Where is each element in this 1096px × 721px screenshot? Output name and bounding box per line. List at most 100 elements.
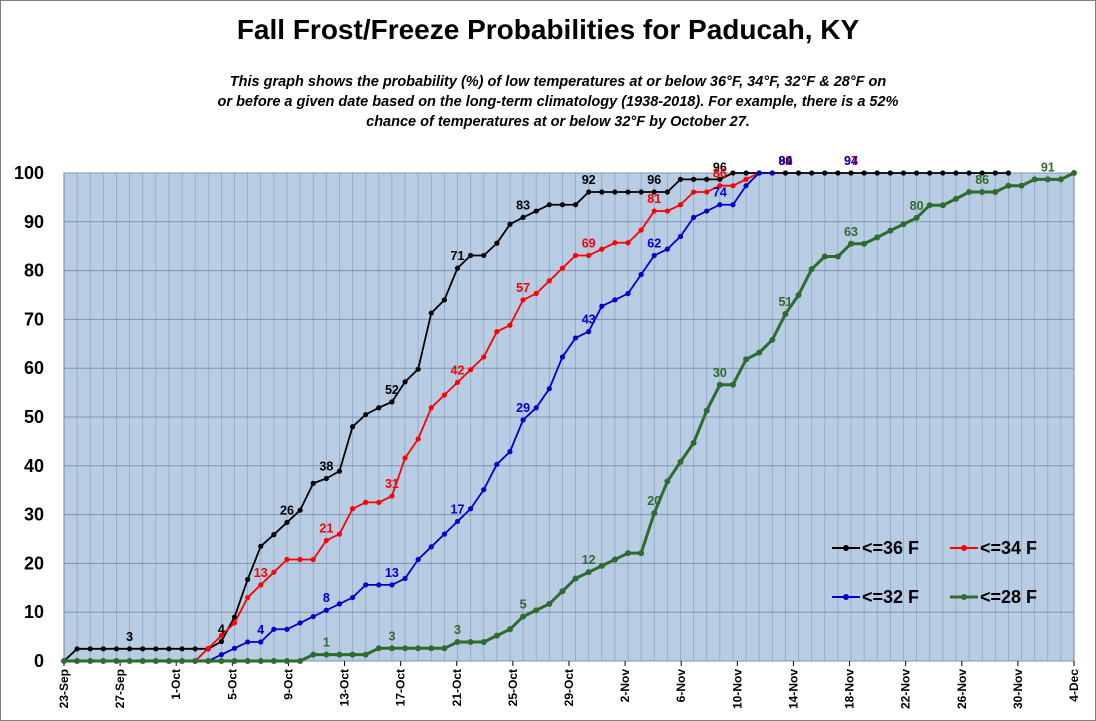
data-point (349, 424, 356, 430)
data-point (887, 170, 893, 176)
data-point (691, 189, 697, 195)
chart-title: Fall Frost/Freeze Probabilities for Padu… (236, 14, 860, 45)
data-point (323, 537, 329, 544)
data-point (375, 645, 382, 652)
x-tick-label: 26-Nov (955, 669, 969, 709)
data-point (415, 556, 421, 563)
data-point (664, 478, 671, 485)
data-label: 13 (385, 566, 399, 580)
data-point (245, 594, 251, 601)
data-point (494, 240, 500, 246)
data-label: 62 (647, 236, 661, 250)
data-point (100, 646, 106, 652)
data-point (284, 519, 290, 526)
data-point (1005, 182, 1012, 189)
data-point (586, 329, 592, 335)
x-tick-label: 1-Oct (169, 669, 183, 700)
data-point (808, 266, 815, 273)
data-point (782, 311, 789, 318)
data-point (677, 202, 684, 208)
data-point (611, 556, 618, 563)
chart-subtitle: This graph shows the probability (%) of … (198, 72, 918, 132)
legend-entry: <=28 F (950, 587, 1037, 607)
data-point (979, 170, 985, 176)
data-point (179, 646, 185, 652)
data-point (795, 170, 802, 176)
data-point (939, 202, 946, 209)
data-point (992, 189, 999, 196)
y-tick-label: 50 (24, 407, 44, 427)
data-point (74, 658, 81, 664)
data-point (494, 461, 500, 467)
data-point (402, 455, 408, 461)
data-label: 3 (126, 630, 133, 644)
data-label: 3 (454, 623, 461, 637)
data-point (966, 189, 973, 196)
data-point (834, 253, 841, 260)
x-tick-label: 25-Oct (506, 669, 520, 706)
data-point (559, 588, 566, 595)
data-point (691, 176, 697, 182)
legend-label: <=32 F (862, 587, 919, 607)
data-point (454, 518, 461, 525)
data-point (664, 208, 670, 214)
data-point (389, 493, 395, 499)
data-label: 69 (582, 236, 596, 250)
data-point (716, 381, 723, 388)
data-point (743, 176, 749, 182)
data-point (389, 399, 395, 405)
y-tick-label: 10 (24, 602, 44, 622)
x-tick-label: 30-Nov (1011, 669, 1025, 709)
data-point (257, 658, 264, 664)
data-point (179, 658, 186, 664)
data-point (507, 221, 513, 227)
data-point (61, 658, 67, 664)
data-point (638, 271, 644, 278)
data-point (598, 562, 605, 569)
data-point (441, 645, 448, 652)
data-point (166, 646, 172, 652)
data-label: 20 (647, 494, 661, 508)
data-point (468, 506, 474, 512)
data-point (874, 234, 881, 241)
data-point (297, 620, 303, 626)
data-label: 30 (713, 366, 727, 380)
data-point (481, 487, 487, 493)
data-point (507, 322, 513, 328)
data-label: 92 (582, 173, 596, 187)
data-point (402, 645, 409, 652)
data-point (848, 170, 854, 176)
data-point (664, 189, 670, 195)
data-point (691, 214, 697, 221)
x-tick-label: 23-Sep (57, 669, 71, 708)
subtitle-line-2: or before a given date based on the long… (217, 94, 899, 110)
data-label: 52 (385, 383, 399, 397)
data-point (310, 556, 316, 563)
data-point (258, 639, 264, 645)
data-point (861, 170, 867, 176)
data-label: 94 (844, 154, 858, 168)
data-point (297, 658, 304, 664)
data-point (271, 569, 277, 575)
y-tick-label: 60 (24, 358, 44, 378)
data-label: 83 (516, 198, 530, 212)
data-label: 5 (520, 598, 527, 612)
data-point (520, 417, 526, 423)
series-3 (205, 170, 775, 664)
data-point (743, 356, 750, 363)
data-point (192, 646, 198, 652)
data-point (310, 480, 316, 486)
data-point (926, 202, 933, 209)
data-label: 4 (218, 622, 225, 636)
data-point (165, 658, 172, 664)
data-point (900, 221, 907, 228)
data-point (861, 240, 868, 247)
data-point (323, 475, 329, 482)
legend-swatch-marker (843, 594, 849, 600)
data-point (520, 297, 526, 303)
data-point (297, 556, 303, 563)
x-tick-label: 4-Dec (1067, 669, 1081, 702)
data-point (363, 411, 369, 418)
data-point (546, 386, 552, 392)
